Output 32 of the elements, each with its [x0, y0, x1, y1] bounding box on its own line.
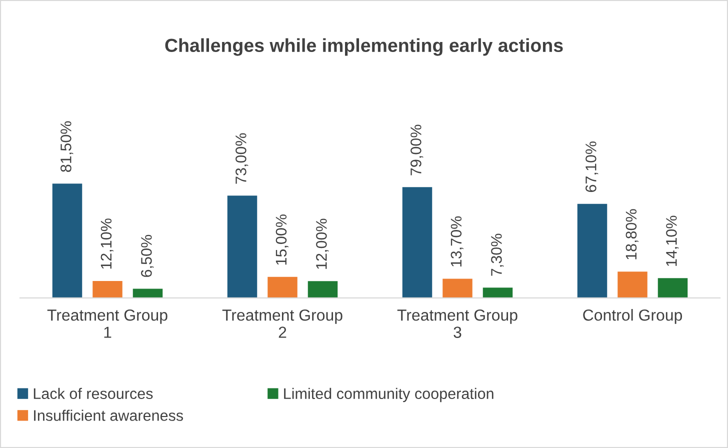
x-tick-label: Treatment Group 3	[397, 309, 518, 338]
bar	[52, 184, 82, 298]
data-label: 81,50%	[60, 121, 74, 172]
bar	[227, 196, 258, 298]
data-label: 67,10%	[586, 141, 598, 192]
bar	[308, 281, 338, 298]
bar	[92, 280, 122, 298]
data-label: 13,70%	[450, 216, 464, 266]
bar	[482, 288, 513, 298]
x-tick-label: Treatment Group 1	[47, 309, 168, 338]
legend-label: Insufficient awareness	[34, 410, 184, 421]
data-label: 12,00%	[316, 218, 329, 269]
data-label: 15,00%	[276, 214, 288, 265]
data-label: 79,00%	[410, 124, 424, 176]
x-tick-label: Control Group	[583, 309, 682, 324]
data-label: 7,30%	[491, 234, 504, 276]
x-tick-label: Treatment Group 2	[222, 309, 342, 338]
bar	[658, 278, 688, 298]
bar	[268, 276, 298, 298]
bar	[618, 272, 648, 298]
data-label: 18,80%	[626, 209, 638, 260]
data-label: 73,00%	[236, 133, 248, 184]
legend-label: Lack of resources	[34, 388, 153, 400]
data-label: 6,50%	[141, 234, 154, 277]
data-label: 14,10%	[666, 216, 679, 266]
bar	[442, 278, 472, 298]
legend-label: Limited community cooperation	[284, 388, 494, 402]
bar	[132, 288, 163, 298]
data-label: 12,10%	[100, 218, 114, 269]
bar	[402, 187, 432, 298]
chart-title: Challenges while implementing early actions	[165, 38, 563, 56]
bar	[577, 204, 608, 298]
